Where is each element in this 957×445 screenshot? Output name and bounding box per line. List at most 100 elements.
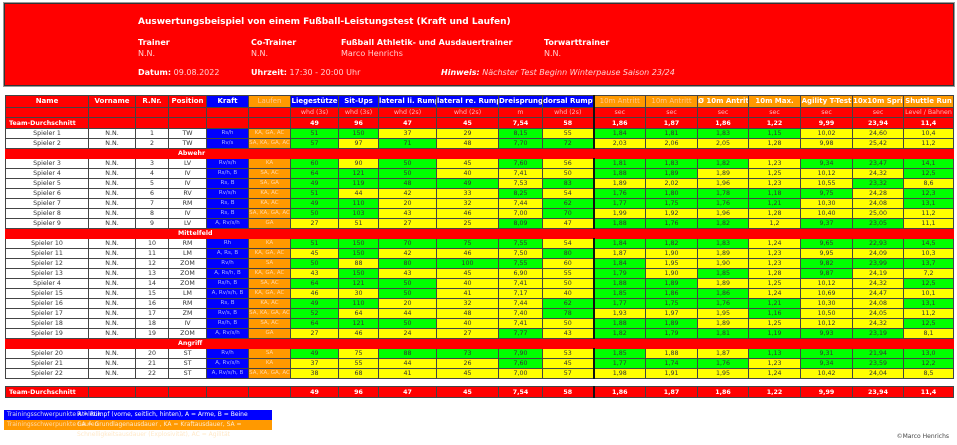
test-result: 2,02 [645, 178, 698, 189]
laufen-focus: KA, AC [248, 188, 291, 199]
player-number: 1 [135, 128, 169, 139]
column-header: lateral re. Rumpf [436, 95, 499, 108]
test-result: 1,99 [592, 208, 646, 219]
test-result: 1,82 [697, 218, 749, 229]
column-header: Kraft [206, 95, 249, 108]
player-position: ZOM [168, 268, 207, 279]
test-result: 40 [542, 288, 594, 299]
staff-role-athletik: Fußball Athletik- und Ausdauertrainer [341, 38, 513, 47]
test-result: 1,76 [592, 188, 646, 199]
test-result: 7,90 [498, 348, 543, 359]
player-name: Spieler 21 [5, 358, 89, 369]
section-label: Abwehr [5, 148, 954, 159]
team-average-value: 45 [436, 117, 499, 129]
test-result: 24 [378, 328, 437, 339]
kraft-focus: A, Rv/s/h, B [206, 288, 249, 299]
test-result: 7,77 [498, 328, 543, 339]
test-result: 1,23 [748, 258, 801, 269]
empty-cell [135, 107, 169, 118]
player-first-name: N.N. [88, 238, 136, 249]
player-row: Spieler 4 N.N. 14 ZOM Rs/h, B SA, AC 64 121 50 40… [5, 278, 954, 289]
column-header: 10m Max. [748, 95, 801, 108]
unit-label: sec [748, 107, 801, 118]
test-result: 11,2 [903, 208, 954, 219]
player-row: Spieler 13 N.N. 13 ZOM A, Rs/h, B KA, GA, AC 4… [5, 268, 954, 279]
player-first-name: N.N. [88, 168, 136, 179]
player-number: 3 [135, 158, 169, 169]
test-result: 1,97 [645, 308, 698, 319]
test-result: 121 [338, 318, 379, 329]
test-result: 7,50 [498, 248, 543, 259]
empty-cell [248, 107, 291, 118]
kraft-focus: Rv/s [206, 138, 249, 149]
team-average-value: 96 [338, 117, 379, 129]
laufen-focus: SA, KA, GA, AC [248, 138, 291, 149]
test-result: 11,2 [903, 138, 954, 149]
test-result: 1,87 [592, 248, 646, 259]
test-result: 14,1 [903, 158, 954, 169]
test-result: 9,34 [800, 158, 853, 169]
test-result: 40 [436, 278, 499, 289]
player-row: Spieler 17 N.N. 17 ZM Rv/s, B SA, KA, GA, AC 5… [5, 308, 954, 319]
player-row: Spieler 1 N.N. 1 TW Rs/h KA, GA, AC 51 150 37 29 8… [5, 128, 954, 139]
test-result: 1,21 [748, 298, 801, 309]
empty-cell [206, 117, 249, 129]
player-row: Spieler 15 N.N. 15 LM A, Rv/s/h, B KA, GA, AC… [5, 288, 954, 299]
empty-cell [168, 117, 207, 129]
test-result: 12,5 [903, 168, 954, 179]
player-name: Spieler 13 [5, 268, 89, 279]
laufen-focus: SA, KA, GA, AC [248, 368, 291, 379]
kraft-focus: Rs/h, B [206, 318, 249, 329]
team-average-value: 96 [338, 386, 379, 398]
player-name: Spieler 8 [5, 208, 89, 219]
test-result: 1,86 [645, 288, 698, 299]
team-average-value: 1,86 [697, 117, 749, 129]
note-field: Hinweis: Nächster Test Beginn Winterpaus… [441, 68, 675, 77]
player-first-name: N.N. [88, 128, 136, 139]
test-result: 100 [436, 258, 499, 269]
test-result: 1,79 [645, 328, 698, 339]
test-result: 37 [290, 358, 339, 369]
kraft-focus: A, Rs/h, B [206, 268, 249, 279]
test-result: 9,87 [800, 268, 853, 279]
player-name: Spieler 10 [5, 238, 89, 249]
player-first-name: N.N. [88, 328, 136, 339]
unit-label: whd (2s) [542, 107, 594, 118]
test-result: 1,25 [748, 318, 801, 329]
player-first-name: N.N. [88, 298, 136, 309]
team-average-value: 1,86 [697, 386, 749, 398]
test-result: 1,76 [697, 198, 749, 209]
laufen-focus: SA [248, 348, 291, 359]
test-result: 1,23 [748, 158, 801, 169]
test-result: 1,81 [592, 158, 646, 169]
empty-cell [168, 107, 207, 118]
player-number: 14 [135, 278, 169, 289]
test-result: 24,60 [852, 128, 904, 139]
test-result: 9,34 [800, 358, 853, 369]
test-result: 13,7 [903, 258, 954, 269]
staff-role-cotrainer: Co-Trainer [251, 38, 297, 47]
test-result: 50 [290, 208, 339, 219]
unit-label: Level / Bahnen [903, 107, 954, 118]
test-result: 7,53 [498, 178, 543, 189]
test-result: 121 [338, 278, 379, 289]
player-name: Spieler 15 [5, 288, 89, 299]
test-result: 41 [436, 288, 499, 299]
test-result: 1,89 [697, 278, 749, 289]
test-result: 29 [436, 128, 499, 139]
test-result: 25,42 [852, 138, 904, 149]
team-average-value: 23,94 [852, 117, 904, 129]
empty-cell [248, 386, 291, 398]
test-result: 1,23 [748, 178, 801, 189]
time-field: Uhrzeit: 17:30 - 20:00 Uhr [251, 68, 360, 77]
test-result: 24,08 [852, 198, 904, 209]
test-result: 7,44 [498, 198, 543, 209]
test-result: 1,91 [645, 368, 698, 379]
laufen-focus: KA, AC [248, 298, 291, 309]
player-row: Spieler 19 N.N. 19 ZOM A, Rv/s/h GA 27 46 24 27 7,… [5, 328, 954, 339]
test-result: 46 [290, 288, 339, 299]
test-result: 1,90 [697, 258, 749, 269]
test-result: 32 [436, 298, 499, 309]
staff-name-cotrainer: N.N. [251, 49, 269, 58]
test-result: 43 [378, 268, 437, 279]
